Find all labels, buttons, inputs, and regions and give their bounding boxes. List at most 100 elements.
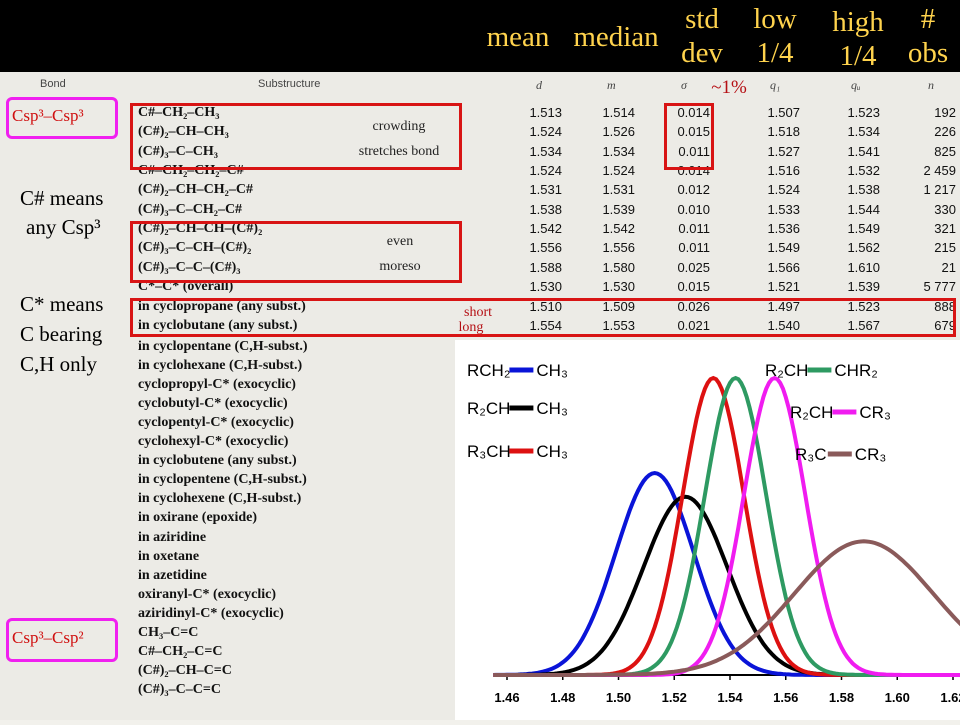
table-row: (C#)₂–CH–CH₂–C# 1.531 1.531 0.012 1.524 1.538…	[138, 182, 960, 200]
cell-q1: 1.521	[767, 279, 800, 295]
bond-type-sp2: Csp³–Csp²	[12, 628, 84, 647]
note-long: long	[458, 320, 484, 335]
highlight-box-moreso	[130, 221, 462, 283]
header-bar	[0, 0, 960, 72]
cell-d: 1.531	[529, 182, 562, 198]
row-substructure: in azetidine	[138, 567, 207, 583]
x-tick-label: 1.58	[829, 690, 854, 705]
row-substructure: in cyclobutane (any subst.)	[138, 317, 298, 333]
cell-m: 1.580	[602, 259, 635, 275]
cell-q1: 1.518	[767, 124, 800, 140]
header-std: std	[685, 3, 719, 35]
note-short: short	[464, 305, 492, 320]
list-item: in cyclobutene (any subst.)	[138, 453, 448, 471]
x-tick-label: 1.50	[606, 690, 631, 705]
list-item: oxiranyl-C* (exocyclic)	[138, 587, 448, 605]
legend-label-left: R₃C	[795, 445, 826, 464]
row-substructure: in cyclohexane (C,H-subst.)	[138, 358, 303, 374]
side-note-cstar-1: C* means	[20, 292, 104, 316]
bond-type-box-sp2	[6, 618, 118, 662]
cell-d: 1.524	[529, 163, 562, 179]
cell-m: 1.534	[602, 143, 635, 159]
cell-d: 1.542	[529, 221, 562, 237]
cell-s: 0.021	[677, 317, 710, 333]
list-item: cyclobutyl-C* (exocyclic)	[138, 396, 448, 414]
bond-length-distribution-chart: 1.46 1.48 1.50 1.52 1.54 1.56 1.58 1.60 1.62 RCH₂…	[455, 340, 960, 720]
row-substructure: in cyclohexene (C,H-subst.)	[138, 491, 302, 507]
cell-n: 888	[934, 298, 956, 314]
cell-q1: 1.524	[767, 182, 800, 198]
header-dev: dev	[681, 37, 723, 69]
col-n: n	[928, 78, 934, 92]
cell-d: 1.588	[529, 259, 562, 275]
col-sigma: σ	[681, 78, 687, 92]
legend-label-right: CH₃	[536, 361, 567, 380]
legend-label-left: R₂CH	[765, 361, 808, 380]
side-note-chash-2: any Csp³	[26, 215, 101, 239]
cell-qu: 1.523	[847, 298, 880, 314]
row-substructure: in cyclopentane (C,H-subst.)	[138, 339, 308, 354]
legend-label-right: CH₃	[536, 442, 567, 461]
list-item: (C#)₂–CH–C=C	[138, 663, 448, 681]
legend-label-left: R₂CH	[790, 403, 833, 422]
cell-q1: 1.566	[767, 259, 800, 275]
cell-q1: 1.507	[767, 105, 800, 120]
cell-n: 21	[941, 259, 956, 275]
cell-qu: 1.562	[847, 240, 880, 256]
cell-qu: 1.549	[847, 221, 880, 237]
row-substructure: cyclohexyl-C* (exocyclic)	[138, 434, 289, 450]
highlight-box-sigma	[664, 103, 714, 170]
row-substructure: C#–CH₂–CH₃	[138, 105, 220, 120]
cell-m: 1.526	[602, 124, 635, 140]
cell-q1: 1.497	[767, 298, 800, 314]
cell-s: 0.015	[677, 124, 710, 140]
row-substructure: (C#)₃–C–C=C	[138, 681, 221, 697]
table-row: (C#)₃–C–CH₃ 1.534 1.534 0.011 1.527 1.541 825	[138, 144, 960, 162]
cell-s: 0.011	[678, 221, 710, 237]
cell-s: 0.014	[677, 163, 710, 179]
cell-qu: 1.541	[847, 143, 880, 159]
x-tick-label: 1.54	[717, 690, 743, 705]
header-mean: mean	[486, 21, 550, 53]
row-substructure: (C#)₃–C–CH₃	[138, 143, 218, 159]
x-tick-label: 1.62	[940, 690, 960, 705]
cell-q1: 1.533	[767, 201, 800, 217]
legend-label-left: RCH₂	[467, 361, 510, 380]
cell-n: 192	[934, 105, 956, 120]
list-item: in oxirane (epoxide)	[138, 510, 448, 528]
cell-m: 1.556	[602, 240, 635, 256]
header-hash: #	[920, 3, 936, 35]
list-item: in cyclopentene (C,H-subst.)	[138, 472, 448, 490]
row-substructure: (C#)₂–CH–C=C	[138, 662, 232, 678]
table-row: (C#)₂–CH–CH₃ 1.524 1.526 0.015 1.518 1.534 226	[138, 124, 960, 142]
legend-label-right: CR₃	[855, 445, 886, 464]
cell-n: 2 459	[923, 163, 956, 179]
table-row: (C#)₃–C–CH₂–C# 1.538 1.539 0.010 1.533 1.544 3…	[138, 202, 960, 220]
cell-n: 330	[934, 201, 956, 217]
row-substructure: cyclopentyl-C* (exocyclic)	[138, 415, 294, 431]
cell-d: 1.538	[529, 201, 562, 217]
bond-type-box-sp3	[6, 97, 118, 139]
cell-qu: 1.532	[847, 163, 880, 179]
row-substructure: (C#)₃–C–C–(C#)₃	[138, 259, 241, 275]
cell-d: 1.530	[529, 279, 562, 295]
series-curve	[493, 539, 960, 677]
table-row: in cyclopropane (any subst.) 1.510 1.509 0.…	[138, 299, 960, 317]
row-substructure: cyclopropyl-C* (exocyclic)	[138, 377, 296, 393]
bond-type-sp3: Csp³–Csp³	[12, 106, 84, 125]
list-item: aziridinyl-C* (exocyclic)	[138, 606, 448, 624]
cell-d: 1.524	[529, 124, 562, 140]
cell-n: 215	[934, 240, 956, 256]
x-tick-label: 1.48	[550, 690, 575, 705]
list-item: cyclopentyl-C* (exocyclic)	[138, 415, 448, 433]
legend-label-right: CHR₂	[834, 361, 877, 380]
cell-n: 825	[934, 143, 956, 159]
col-m: m	[607, 78, 616, 92]
list-item: in azetidine	[138, 568, 448, 586]
table-row: (C#)₂–CH–CH–(C#)₂ 1.542 1.542 0.011 1.536 1.5…	[138, 221, 960, 239]
cell-m: 1.509	[602, 298, 635, 314]
row-substructure: C#–CH₂–C=C	[138, 643, 223, 659]
row-substructure: C#–CH₂–CH₂–C#	[138, 163, 244, 179]
cell-d: 1.510	[529, 298, 562, 314]
list-item: in cyclohexane (C,H-subst.)	[138, 358, 448, 376]
